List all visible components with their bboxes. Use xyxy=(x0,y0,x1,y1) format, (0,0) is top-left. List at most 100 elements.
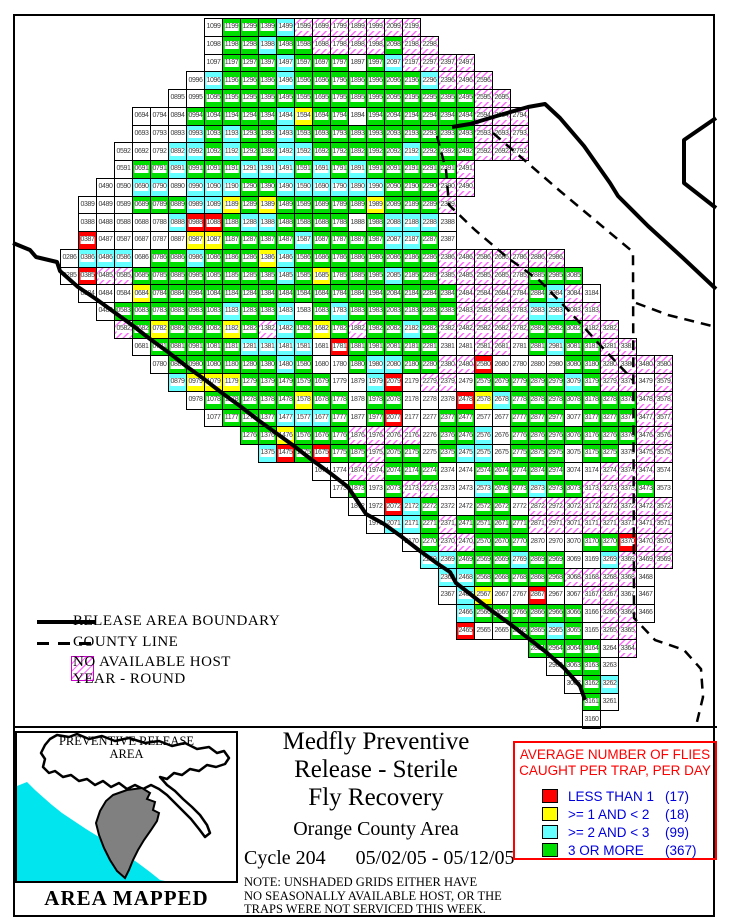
grid-cell: 3181 xyxy=(582,337,601,357)
grid-cell: 2684 xyxy=(492,284,511,303)
grid-cell-number: 3178 xyxy=(584,396,599,405)
grid-cell: 1977 xyxy=(366,408,385,428)
grid-cell: 3579 xyxy=(654,373,673,392)
grid-cell: 0994 xyxy=(186,106,205,126)
grid-cell: 2883 xyxy=(528,302,547,321)
grid-cell: 2071 xyxy=(384,515,403,534)
grid-cell: 2085 xyxy=(384,266,403,286)
grid-cell: 1687 xyxy=(312,231,331,250)
grid-cell-number: 2882 xyxy=(530,325,545,334)
grid-cell: 1988 xyxy=(366,213,385,232)
grid-cell-number: 2766 xyxy=(512,609,527,618)
grid-cell-number: 0692 xyxy=(134,147,149,156)
fly-legend-count: (18) xyxy=(665,806,690,822)
grid-cell: 2880 xyxy=(528,355,547,374)
grid-cell: 1086 xyxy=(204,248,223,268)
grid-cell: 3172 xyxy=(582,497,601,516)
grid-cell: 1281 xyxy=(240,337,259,357)
grid-cell-number: 1283 xyxy=(242,307,257,316)
grid-cell: 1199 xyxy=(222,18,241,37)
grid-cell: 2096 xyxy=(384,71,403,90)
grid-cell-number: 2086 xyxy=(386,254,401,263)
grid-cell-number: 1891 xyxy=(350,165,365,174)
grid-cell-number: 1590 xyxy=(296,183,311,192)
grid-cell-number: 3272 xyxy=(602,502,617,511)
grid-cell: 1278 xyxy=(240,390,259,410)
grid-cell-number: 0385 xyxy=(80,271,95,280)
grid-cell-number: 3478 xyxy=(638,396,653,405)
grid-cell: 1187 xyxy=(222,231,241,250)
grid-cell: 1078 xyxy=(204,390,223,410)
grid-cell-number: 0694 xyxy=(134,112,149,121)
grid-cell-number: 2397 xyxy=(440,58,455,67)
grid-cell: 2194 xyxy=(402,106,421,126)
grid-cell: 3167 xyxy=(582,586,601,605)
grid-cell: 2275 xyxy=(420,444,439,463)
grid-cell: 1596 xyxy=(294,71,313,90)
grid-cell: 0694 xyxy=(132,106,151,126)
grid-cell-number: 2670 xyxy=(494,538,509,547)
grid-cell: 3376 xyxy=(618,426,637,445)
grid-cell-number: 1675 xyxy=(314,449,329,458)
grid-cell-number: 2491 xyxy=(458,165,473,174)
grid-cell: 3468 xyxy=(636,568,655,587)
grid-cell-number: 1894 xyxy=(350,112,365,121)
grid-cell-number: 1497 xyxy=(278,58,293,67)
grid-cell-number: 3572 xyxy=(656,502,671,511)
grid-cell-number: 2082 xyxy=(386,325,401,334)
grid-cell: 2582 xyxy=(474,319,493,339)
grid-cell: 1488 xyxy=(276,213,295,232)
grid-cell-number: 2474 xyxy=(458,467,473,476)
grid-cell: 2786 xyxy=(510,248,529,268)
grid-cell-number: 1179 xyxy=(224,378,239,387)
grid-cell: 2491 xyxy=(456,160,475,179)
grid-cell: 2388 xyxy=(438,213,457,232)
grid-cell-number: 3161 xyxy=(584,697,599,706)
grid-cell: 2095 xyxy=(384,89,403,108)
grid-cell-number: 2582 xyxy=(476,325,491,334)
grid-cell-number: 2778 xyxy=(512,396,527,405)
grid-cell-number: 0986 xyxy=(188,254,203,263)
grid-cell: 2193 xyxy=(402,124,421,144)
grid-cell: 0981 xyxy=(186,337,205,357)
grid-cell-number: 2875 xyxy=(530,449,545,458)
grid-cell: 1493 xyxy=(276,124,295,144)
grid-cell: 2290 xyxy=(420,177,439,197)
grid-cell: 3180 xyxy=(582,355,601,374)
grid-cell-number: 1294 xyxy=(242,112,257,121)
grid-cell-number: 2468 xyxy=(458,573,473,582)
grid-cell: 1983 xyxy=(366,302,385,321)
grid-cell: 1294 xyxy=(240,106,259,126)
grid-cell-number: 2671 xyxy=(494,520,509,529)
grid-cell-number: 2874 xyxy=(530,467,545,476)
grid-cell: 1797 xyxy=(330,53,349,73)
grid-cell-number: 1678 xyxy=(314,396,329,405)
grid-cell: 3365 xyxy=(618,621,637,641)
grid-cell-number: 1798 xyxy=(332,41,347,50)
grid-cell-number: 1794 xyxy=(332,112,347,121)
grid-cell-number: 1694 xyxy=(314,112,329,121)
grid-cell: 3274 xyxy=(600,461,619,481)
grid-cell: 2963 xyxy=(546,657,565,676)
grid-cell: 1184 xyxy=(222,284,241,303)
grid-cell: 3577 xyxy=(654,408,673,428)
grid-cell-number: 1578 xyxy=(296,396,311,405)
grid-cell-number: 1782 xyxy=(332,325,347,334)
grid-cell: 2382 xyxy=(438,319,457,339)
grid-cell: 2692 xyxy=(492,142,511,161)
grid-cell-number: 1799 xyxy=(332,23,347,32)
grid-cell-number: 2196 xyxy=(404,76,419,85)
grid-cell-number: 1879 xyxy=(350,378,365,387)
grid-cell-number: 2980 xyxy=(548,360,563,369)
grid-cell: 2774 xyxy=(510,461,529,481)
grid-cell: 0984 xyxy=(186,284,205,303)
grid-cell: 3264 xyxy=(600,639,619,658)
grid-cell: 3378 xyxy=(618,390,637,410)
grid-cell: 1081 xyxy=(204,337,223,357)
grid-cell-number: 1291 xyxy=(242,165,257,174)
grid-cell: 2277 xyxy=(420,408,439,428)
grid-cell-number: 2979 xyxy=(548,378,563,387)
grid-cell: 2679 xyxy=(492,373,511,392)
grid-cell-number: 2765 xyxy=(512,626,527,635)
grid-cell: 3171 xyxy=(582,515,601,534)
